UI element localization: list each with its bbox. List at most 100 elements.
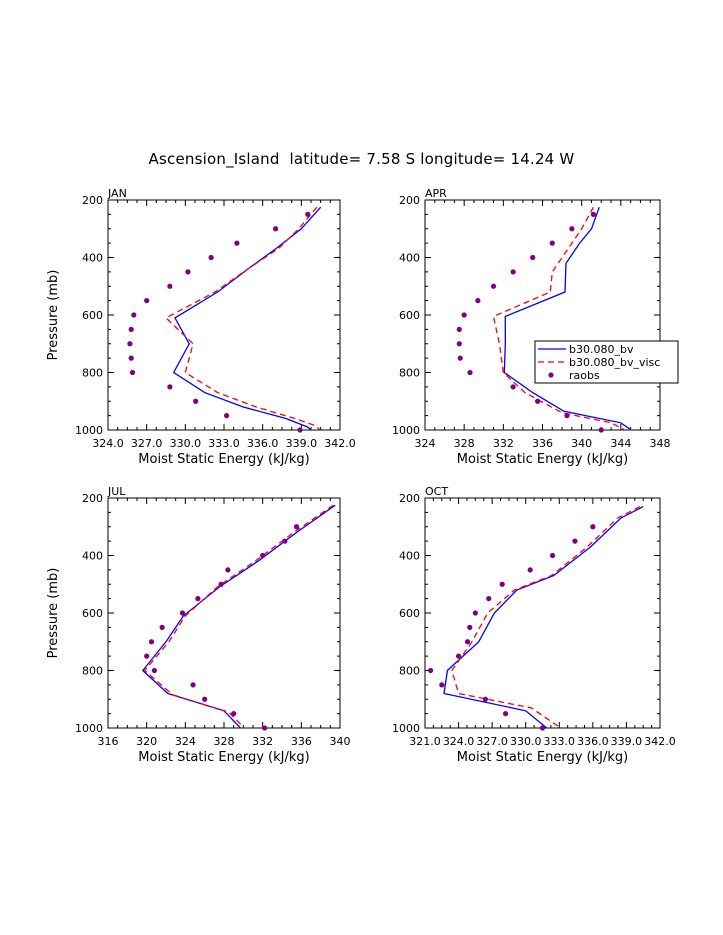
x-tick-label: 336 [291,735,312,748]
x-tick-label: 327.0 [476,735,508,748]
raobs-point [439,682,445,688]
raobs-point [590,211,597,217]
raobs-point [427,667,434,674]
y-tick-label: 200 [399,194,420,207]
x-tick-label: 339.0 [286,437,318,450]
raobs-point [262,725,268,731]
raobs-point [185,269,191,275]
raobs-point [193,398,199,404]
raobs-point [179,610,186,616]
x-tick-label: 332 [252,735,273,748]
x-tick-label: 344 [610,437,631,450]
x-tick-label: 336.0 [577,735,609,748]
panel-label: JAN [107,187,127,200]
y-axis-label: Pressure (mb) [46,270,61,361]
series-line-b30-080-bv [172,206,322,430]
x-tick-label: 330.0 [170,437,202,450]
legend-entry-label: b30.080_bv_visc [569,356,660,369]
raobs-point [144,653,150,659]
raobs-point [293,524,300,530]
raobs-point [151,667,157,674]
panel-label: OCT [425,485,448,498]
y-tick-label: 800 [399,367,420,380]
raobs-point [572,538,578,544]
raobs-point [223,413,230,419]
x-tick-label: 340 [330,735,351,748]
raobs-point [510,269,516,275]
x-tick-label: 316 [98,735,119,748]
x-tick-label: 332 [493,437,514,450]
x-axis-label: Moist Static Energy (kJ/kg) [138,750,309,765]
y-tick-label: 600 [399,607,420,620]
y-tick-label: 1000 [392,722,420,735]
x-tick-label: 342.0 [644,735,676,748]
raobs-point [461,312,467,318]
plot-frame [424,199,661,431]
series-line-b30-080-bv-visc [492,206,627,430]
x-tick-label: 327.0 [131,437,163,450]
series-line-b30-080-bv-visc [143,504,334,728]
raobs-point [467,624,473,630]
panel-apr: APR 324 328 332 336 340 344 348 200 400 600 800 1000… [392,187,671,467]
raobs-point [457,355,463,361]
raobs-point [218,581,224,587]
raobs-point [167,384,173,390]
x-tick-label: 348 [650,437,671,450]
y-tick-label: 400 [82,252,103,265]
raobs-point [472,610,478,616]
raobs-point [129,369,136,376]
raobs-point [564,413,570,419]
x-tick-label: 339.0 [611,735,643,748]
raobs-point [231,711,237,717]
y-tick-label: 1000 [75,722,103,735]
raobs-point [234,240,240,246]
raobs-point [475,298,481,304]
raobs-point [486,596,492,602]
legend-entry-label: b30.080_bv [569,343,634,356]
raobs-point [128,326,134,332]
raobs-point [190,682,196,688]
y-axis-label: Pressure (mb) [46,568,61,659]
x-tick-label: 330.0 [510,735,542,748]
y-tick-label: 800 [82,367,103,380]
y-tick-label: 200 [399,492,420,505]
raobs-point [195,596,201,602]
panel-label: JUL [107,485,126,498]
raobs-point [549,552,556,559]
series-line-b30-080-bv [141,504,336,728]
y-tick-label: 1000 [75,424,103,437]
x-tick-label: 336.0 [247,437,279,450]
y-tick-label: 400 [82,550,103,563]
raobs-point [510,384,516,390]
raobs-point [467,369,473,376]
y-tick-label: 600 [82,607,103,620]
raobs-point [128,355,134,361]
x-tick-label: 328 [214,735,235,748]
raobs-point [159,624,165,630]
raobs-point [144,298,150,304]
x-axis-label: Moist Static Energy (kJ/kg) [138,452,309,467]
x-axis-label: Moist Static Energy (kJ/kg) [457,750,628,765]
y-tick-label: 400 [399,252,420,265]
raobs-point [456,326,462,332]
series-line-b30-080-bv [503,206,633,430]
raobs-point [167,283,173,289]
x-tick-label: 324.0 [92,437,124,450]
x-tick-label: 333.0 [544,735,576,748]
raobs-point [535,398,541,404]
raobs-point [305,211,311,217]
raobs-point [527,567,533,573]
raobs-point [225,567,231,573]
y-tick-label: 200 [82,492,103,505]
legend-entry-label: raobs [569,369,600,382]
y-tick-label: 400 [399,550,420,563]
raobs-point [490,283,497,289]
raobs-point [539,725,546,731]
raobs-point [282,538,288,544]
x-tick-label: 336 [532,437,553,450]
x-tick-label: 342.0 [324,437,356,450]
raobs-point [569,226,575,232]
raobs-point [598,427,604,433]
